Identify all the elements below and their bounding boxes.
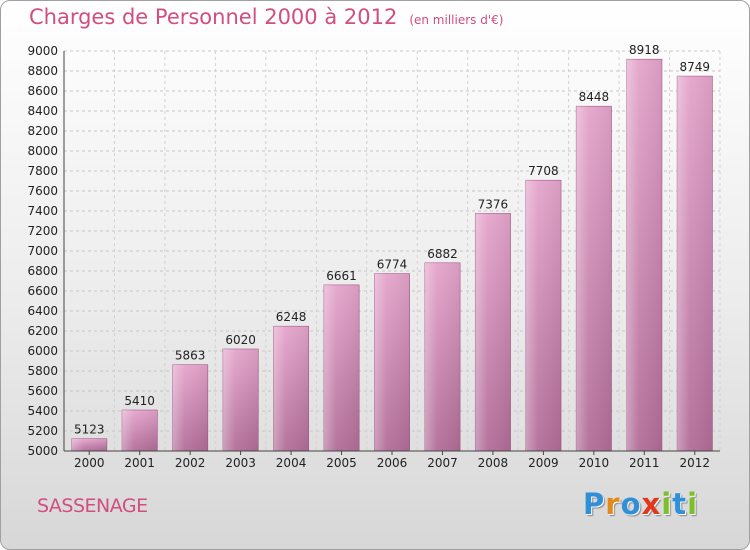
- data-label: 6661: [326, 269, 357, 283]
- x-tick-label: 2011: [629, 456, 660, 470]
- data-label: 5410: [124, 394, 155, 408]
- x-tick-label: 2012: [679, 456, 710, 470]
- y-tick-label: 7800: [27, 164, 58, 178]
- data-label: 8448: [579, 90, 610, 104]
- x-tick-label: 2010: [579, 456, 610, 470]
- bar-highlight: [374, 273, 410, 451]
- logo-letter: t: [672, 487, 688, 521]
- bar-highlight: [475, 213, 511, 451]
- y-tick-label: 5600: [27, 384, 58, 398]
- y-tick-label: 5000: [27, 444, 58, 458]
- x-tick-label: 2009: [528, 456, 559, 470]
- y-tick-label: 7400: [27, 204, 58, 218]
- y-tick-label: 8600: [27, 84, 58, 98]
- y-tick-label: 6800: [27, 264, 58, 278]
- x-tick-label: 2000: [74, 456, 105, 470]
- y-tick-label: 8400: [27, 104, 58, 118]
- data-label: 6248: [276, 310, 307, 324]
- bar-highlight: [323, 284, 360, 451]
- data-label: 8918: [629, 43, 660, 57]
- y-tick-label: 8800: [27, 64, 58, 78]
- bar-highlight: [424, 262, 461, 451]
- y-tick-label: 6000: [27, 344, 58, 358]
- y-tick-label: 8200: [27, 124, 58, 138]
- bar-highlight: [576, 106, 612, 451]
- y-tick-label: 6400: [27, 304, 58, 318]
- data-label: 7708: [528, 164, 559, 178]
- data-label: 7376: [478, 197, 509, 211]
- y-tick-label: 6200: [27, 324, 58, 338]
- x-tick-label: 2007: [427, 456, 458, 470]
- bar-highlight: [222, 349, 259, 451]
- y-tick-label: 5800: [27, 364, 58, 378]
- y-tick-label: 7200: [27, 224, 58, 238]
- x-tick-label: 2006: [377, 456, 408, 470]
- data-label: 8749: [679, 60, 710, 74]
- data-label: 6774: [377, 258, 408, 272]
- y-tick-label: 6600: [27, 284, 58, 298]
- chart-title: Charges de Personnel 2000 à 2012 (en mill…: [29, 5, 503, 29]
- x-tick-label: 2002: [175, 456, 206, 470]
- y-tick-label: 7600: [27, 184, 58, 198]
- x-tick-label: 2004: [276, 456, 307, 470]
- bar-highlight: [172, 364, 208, 451]
- data-label: 6882: [427, 247, 458, 261]
- x-tick-label: 2003: [225, 456, 256, 470]
- x-tick-label: 2001: [124, 456, 155, 470]
- chart-title-text: Charges de Personnel 2000 à 2012: [29, 5, 398, 29]
- chart-subtitle: (en milliers d'€): [409, 13, 504, 27]
- y-tick-label: 5200: [27, 424, 58, 438]
- city-name: SASSENAGE: [37, 495, 148, 517]
- bar-highlight: [677, 76, 713, 451]
- bar-highlight: [71, 438, 107, 451]
- y-tick-label: 5400: [27, 404, 58, 418]
- data-label: 5123: [74, 423, 105, 437]
- proxiti-logo: Proxiti: [583, 487, 698, 521]
- logo-letter: r: [605, 487, 621, 521]
- logo-letter: P: [583, 487, 606, 521]
- y-tick-label: 9000: [27, 44, 58, 58]
- logo-letter: i: [661, 487, 673, 521]
- y-tick-label: 8000: [27, 144, 58, 158]
- data-label: 5863: [175, 349, 206, 363]
- logo-letter: o: [620, 487, 642, 521]
- bar-highlight: [626, 59, 662, 451]
- x-tick-label: 2005: [326, 456, 357, 470]
- x-tick-label: 2008: [478, 456, 509, 470]
- logo-letter: x: [641, 487, 662, 521]
- bar-highlight: [525, 180, 562, 451]
- y-tick-label: 7000: [27, 244, 58, 258]
- bar-highlight: [273, 326, 309, 451]
- logo-letter: i: [687, 487, 699, 521]
- data-label: 6020: [225, 333, 256, 347]
- bar-highlight: [122, 410, 158, 451]
